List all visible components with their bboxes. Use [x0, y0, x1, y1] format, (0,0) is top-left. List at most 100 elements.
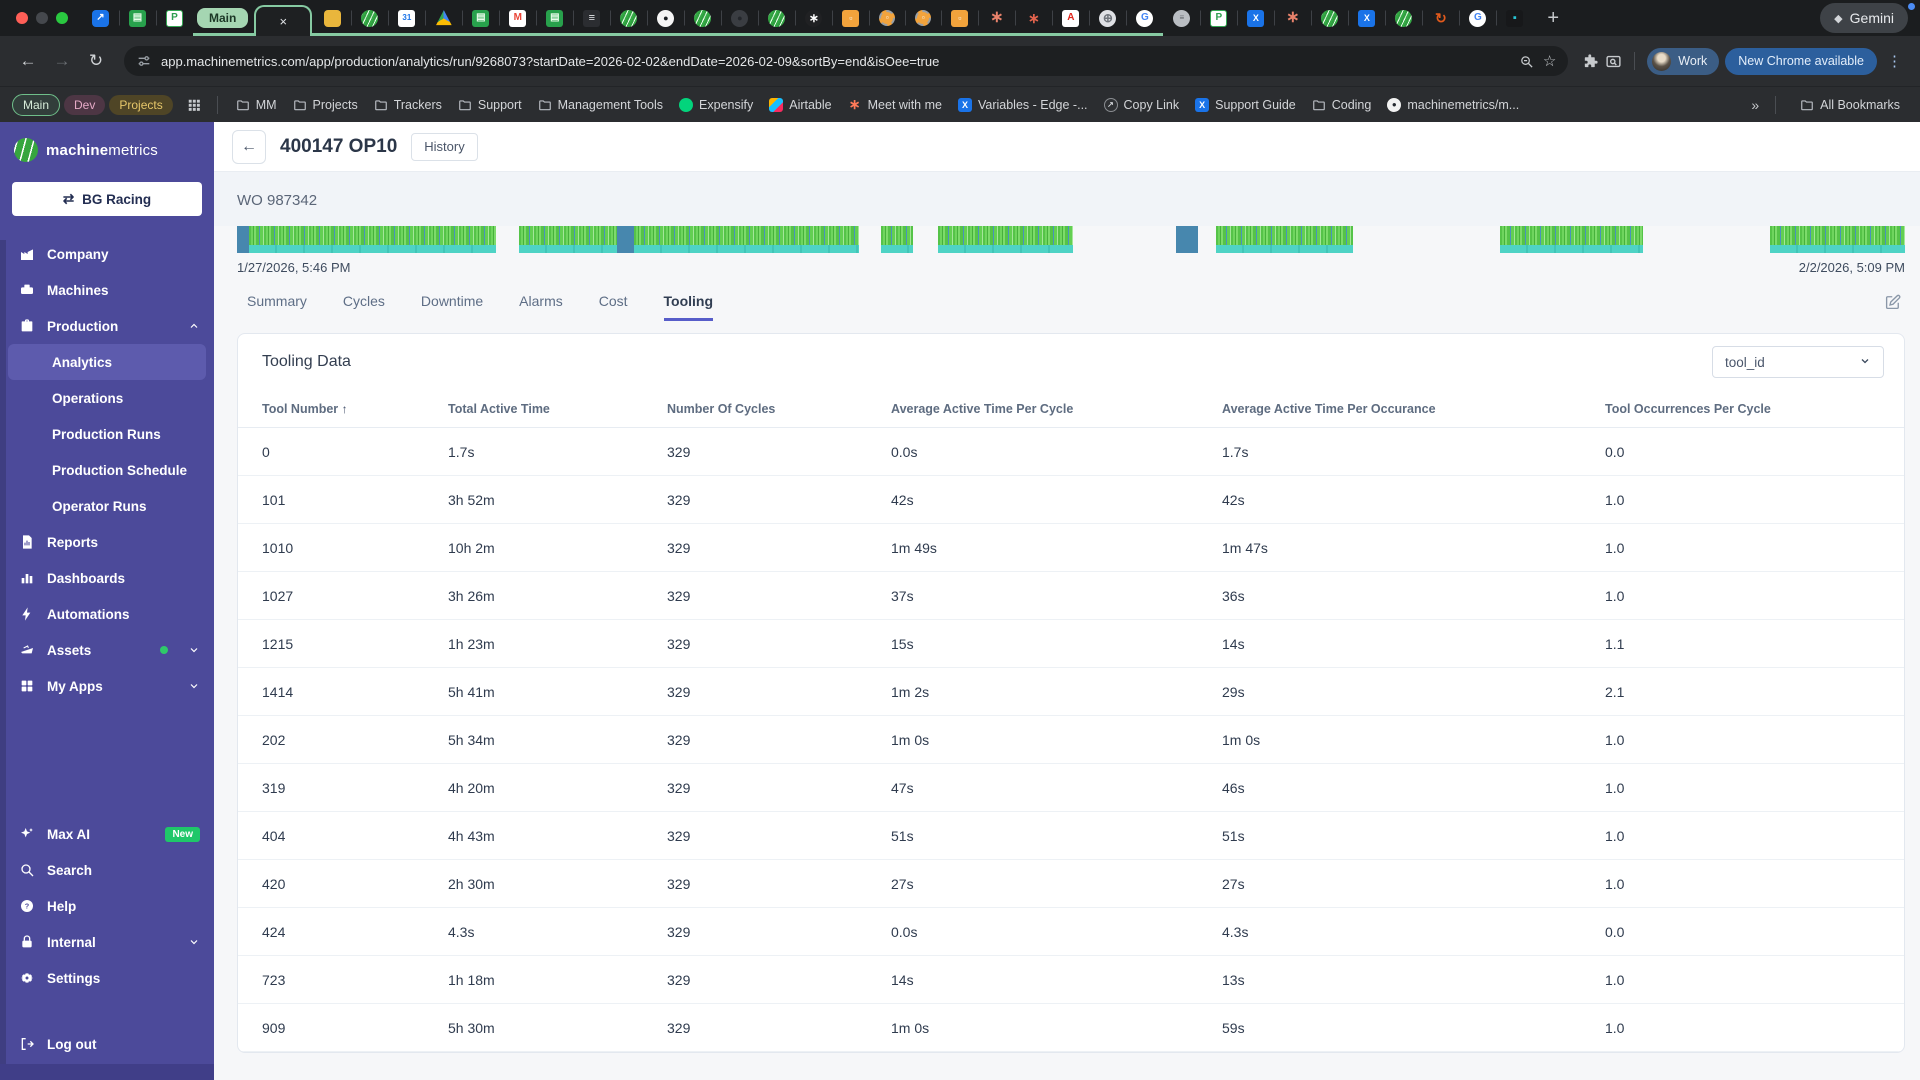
- tab-layers-app[interactable]: ≡: [573, 0, 610, 36]
- tab-machinemetrics[interactable]: [1385, 0, 1422, 36]
- column-header-tool-number[interactable]: Tool Number ↑: [262, 401, 348, 416]
- tab-alarms[interactable]: Alarms: [519, 293, 563, 309]
- table-row[interactable]: 101 3h 52m 329 42s 42s 1.0: [238, 476, 1904, 524]
- extensions-puzzle-icon[interactable]: [1582, 53, 1599, 70]
- tab-amber-app-loading[interactable]: ▫: [905, 0, 941, 36]
- tab-machinemetrics[interactable]: [1311, 0, 1348, 36]
- table-row[interactable]: 424 4.3s 329 0.0s 4.3s 0.0: [238, 908, 1904, 956]
- bookmark-group-main[interactable]: Main: [12, 93, 61, 116]
- tab-amber-app[interactable]: ▫: [832, 0, 869, 36]
- close-tab-icon[interactable]: ×: [279, 14, 288, 29]
- tab-blue-x-app[interactable]: X: [1237, 0, 1274, 36]
- table-row[interactable]: 1215 1h 23m 329 15s 14s 1.1: [238, 620, 1904, 668]
- sidebar-item-automations[interactable]: Automations: [0, 596, 214, 632]
- window-close-button[interactable]: [16, 12, 28, 24]
- column-header-average-active-time-per-occurance[interactable]: Average Active Time Per Occurance: [1222, 401, 1436, 416]
- org-switcher-button[interactable]: ⇄ BG Racing: [12, 182, 202, 216]
- table-row[interactable]: 420 2h 30m 329 27s 27s 1.0: [238, 860, 1904, 908]
- tab-notion-page[interactable]: P: [156, 0, 193, 36]
- sidebar-item-analytics[interactable]: Analytics: [8, 344, 206, 380]
- sidebar-item-operator-runs[interactable]: Operator Runs: [52, 498, 147, 514]
- sidebar-item-assets[interactable]: Assets: [0, 632, 214, 668]
- column-header-number-of-cycles[interactable]: Number Of Cycles: [667, 401, 776, 416]
- sidebar-item-internal[interactable]: Internal: [0, 924, 214, 960]
- tab-gmail[interactable]: M: [499, 0, 536, 36]
- tab-blue-x-app[interactable]: X: [1348, 0, 1385, 36]
- bookmark-expensify[interactable]: Expensify: [671, 97, 761, 112]
- sidebar-scrollbar[interactable]: [0, 240, 6, 1064]
- back-icon[interactable]: ←: [19, 51, 37, 70]
- profile-chip[interactable]: Work: [1647, 47, 1720, 75]
- tab-sync-app[interactable]: ↻: [1422, 0, 1459, 36]
- bookmark-variables-edge[interactable]: X Variables - Edge -...: [950, 97, 1096, 112]
- tab-cycles[interactable]: Cycles: [342, 293, 385, 309]
- url-text[interactable]: app.machinemetrics.com/app/production/an…: [161, 53, 940, 69]
- bookmark-group-dev[interactable]: Dev: [64, 94, 106, 115]
- gemini-button[interactable]: ◆ Gemini: [1820, 3, 1908, 33]
- tab-search-icon[interactable]: [1605, 53, 1622, 70]
- bookmark-trackers[interactable]: Trackers: [366, 98, 450, 112]
- sidebar-item-machines[interactable]: Machines: [0, 272, 214, 308]
- tab-google-sheets[interactable]: ▤: [536, 0, 573, 36]
- tab-adobe[interactable]: A: [1052, 0, 1089, 36]
- bookmark-support-guide[interactable]: X Support Guide: [1187, 97, 1304, 112]
- tab-google[interactable]: G: [1126, 0, 1163, 36]
- tab-cost[interactable]: Cost: [598, 293, 628, 309]
- sidebar-item-company[interactable]: Company: [0, 236, 214, 272]
- table-row[interactable]: 1027 3h 26m 329 37s 36s 1.0: [238, 572, 1904, 620]
- reload-icon[interactable]: ↻: [88, 51, 104, 70]
- bookmark-copy-link[interactable]: ↗ Copy Link: [1096, 97, 1188, 112]
- edit-icon[interactable]: [1884, 293, 1902, 314]
- tab-tooling[interactable]: Tooling: [664, 293, 714, 321]
- sidebar-item-my-apps[interactable]: My Apps: [0, 668, 214, 704]
- bookmark-group-projects[interactable]: Projects: [109, 94, 173, 115]
- bookmark-mm[interactable]: MM: [228, 98, 285, 112]
- tab-blue-arrow-app[interactable]: ↗: [82, 0, 119, 36]
- tab-google-sheets[interactable]: ▤: [462, 0, 499, 36]
- tab-machinemetrics[interactable]: [351, 0, 388, 36]
- sidebar-item-production[interactable]: Production: [0, 308, 214, 344]
- group-by-select[interactable]: tool_id: [1712, 346, 1884, 378]
- address-bar[interactable]: app.machinemetrics.com/app/production/an…: [124, 46, 1569, 76]
- table-row[interactable]: 404 4h 43m 329 51s 51s 1.0: [238, 812, 1904, 860]
- bookmark-management-tools[interactable]: Management Tools: [530, 98, 671, 112]
- tab-google-sheets[interactable]: ▤: [119, 0, 156, 36]
- tab-google-drive[interactable]: [425, 0, 462, 36]
- sidebar-item-max-ai[interactable]: Max AI New: [0, 816, 214, 852]
- tab-gray-profile[interactable]: ≡: [1163, 0, 1200, 36]
- tab-amber-app-loading[interactable]: ▫: [869, 0, 905, 36]
- bookmark-projects[interactable]: Projects: [285, 98, 366, 112]
- bookmarks-overflow-chevron[interactable]: »: [1751, 96, 1760, 113]
- sidebar-item-reports[interactable]: Reports: [0, 524, 214, 560]
- all-bookmarks-button[interactable]: All Bookmarks: [1792, 98, 1908, 112]
- sidebar-item-dashboards[interactable]: Dashboards: [0, 560, 214, 596]
- tab-starburst-app[interactable]: ∗: [978, 0, 1015, 36]
- tab-google-calendar[interactable]: 31: [388, 0, 425, 36]
- active-tab[interactable]: ×: [254, 5, 313, 36]
- table-row[interactable]: 1414 5h 41m 329 1m 2s 29s 2.1: [238, 668, 1904, 716]
- bookmark-coding[interactable]: Coding: [1304, 98, 1380, 112]
- tab-amber-app[interactable]: ▫: [941, 0, 978, 36]
- tab-github[interactable]: ●: [647, 0, 684, 36]
- window-maximize-button[interactable]: [56, 12, 68, 24]
- bookmark-machinemetrics-m[interactable]: ● machinemetrics/m...: [1379, 97, 1527, 112]
- tab-notion-page[interactable]: P: [1200, 0, 1237, 36]
- sidebar-item-operations[interactable]: Operations: [52, 390, 124, 406]
- table-row[interactable]: 319 4h 20m 329 47s 46s 1.0: [238, 764, 1904, 812]
- sidebar-item-settings[interactable]: Settings: [0, 960, 214, 996]
- sidebar-item-search[interactable]: Search: [0, 852, 214, 888]
- bookmark-airtable[interactable]: Airtable: [761, 97, 839, 112]
- tab-openai[interactable]: ∗: [795, 0, 832, 36]
- machine-state-timeline[interactable]: [237, 226, 1906, 253]
- tab-google[interactable]: G: [1459, 0, 1496, 36]
- tab-machinemetrics[interactable]: [758, 0, 795, 36]
- zoom-icon[interactable]: [1519, 54, 1534, 69]
- table-row[interactable]: 909 5h 30m 329 1m 0s 59s 1.0: [238, 1004, 1904, 1052]
- forward-icon[interactable]: →: [53, 51, 71, 70]
- tab-group-label[interactable]: Main: [197, 8, 249, 28]
- chrome-update-button[interactable]: New Chrome available: [1725, 47, 1877, 75]
- history-button[interactable]: History: [411, 132, 478, 161]
- bookmark-star-icon[interactable]: ☆: [1542, 53, 1557, 70]
- tab-hubspot[interactable]: ∗: [1015, 0, 1052, 36]
- apps-grid-icon[interactable]: [181, 98, 207, 112]
